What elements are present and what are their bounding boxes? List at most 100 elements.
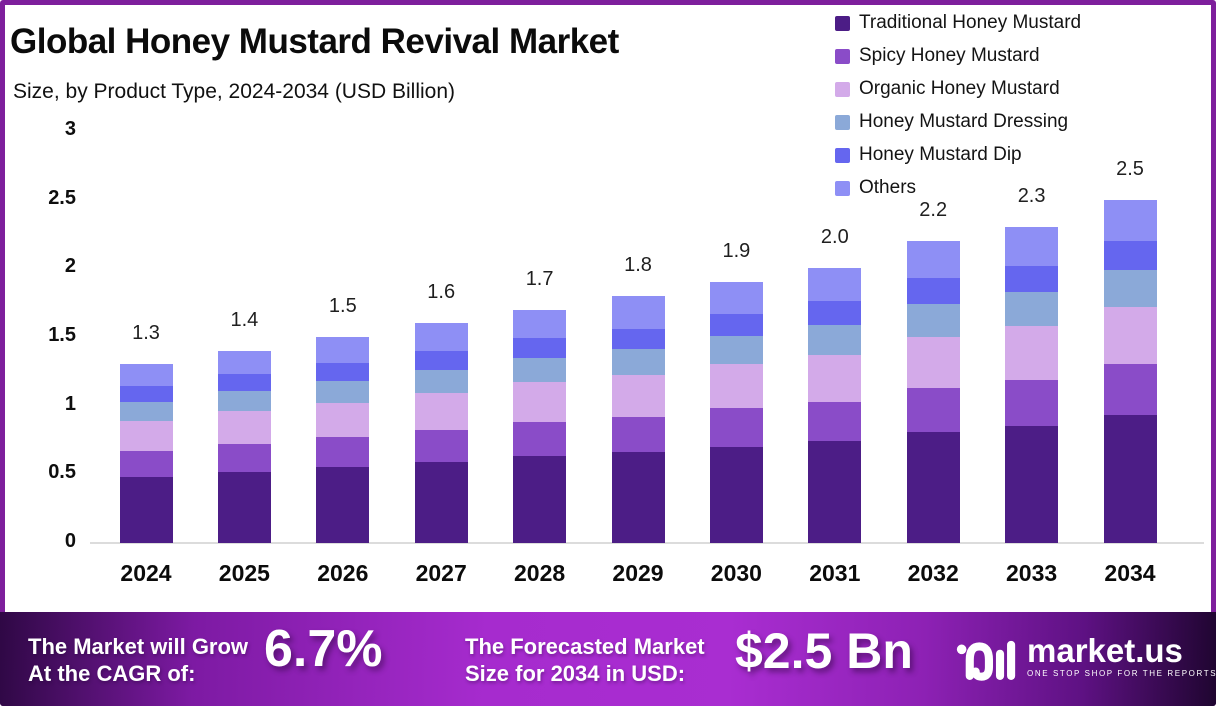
page-title: Global Honey Mustard Revival Market	[10, 22, 619, 61]
bar-segment	[1005, 326, 1059, 380]
x-axis-label: 2024	[120, 560, 172, 586]
x-axis-label: 2027	[415, 560, 467, 586]
bar-segment	[611, 349, 665, 376]
legend-label: Traditional Honey Mustard	[859, 12, 1082, 33]
y-tick-label: 2.5	[48, 186, 76, 209]
cagr-label-line2: At the CAGR of:	[28, 661, 196, 686]
bar-segment	[611, 295, 665, 329]
bar-segment	[1005, 291, 1059, 326]
bar-segment	[906, 387, 960, 432]
x-axis-label: 2031	[809, 560, 861, 586]
bar-segment	[906, 431, 960, 543]
bar-total-label: 2.3	[1017, 185, 1046, 208]
page-subtitle: Size, by Product Type, 2024-2034 (USD Bi…	[13, 80, 456, 103]
bar-segment	[119, 477, 173, 543]
bar-segment	[709, 313, 763, 336]
bar-segment	[316, 467, 370, 543]
bar-segment	[1103, 199, 1157, 241]
bar-segment	[316, 363, 370, 381]
legend-swatch-icon	[835, 48, 850, 64]
y-tick-label: 0	[64, 530, 76, 552]
x-axis-label: 2025	[218, 560, 270, 586]
bar-segment	[709, 408, 763, 447]
bar-segment	[414, 430, 468, 462]
legend-item: Honey Mustard Dressing	[835, 111, 1081, 133]
bar-segment	[217, 471, 271, 543]
bar-segment	[611, 375, 665, 417]
brand-text: market.us ONE STOP SHOP FOR THE REPORTS	[1027, 634, 1216, 678]
bar-segment	[513, 357, 567, 383]
bar-segment	[217, 411, 271, 445]
bar-total-label: 1.6	[427, 281, 456, 304]
y-tick-label: 3	[64, 118, 76, 140]
bar-segment	[513, 422, 567, 457]
bar-segment	[513, 382, 567, 423]
bar-total-label: 1.9	[722, 240, 751, 263]
bar-segment	[1103, 269, 1157, 307]
x-axis-label: 2030	[710, 560, 762, 586]
x-axis-label: 2028	[514, 560, 566, 586]
bar-segment	[119, 450, 173, 478]
y-tick-label: 0.5	[48, 461, 76, 484]
x-axis-label: 2029	[612, 560, 664, 586]
forecast-label-line2: Size for 2034 in USD:	[465, 661, 686, 686]
bar-segment	[1005, 227, 1059, 266]
bar-segment	[1103, 240, 1157, 270]
bar-segment	[316, 437, 370, 468]
cagr-label-line1: The Market will Grow	[28, 634, 249, 659]
bar-segment	[316, 402, 370, 438]
bar-segment	[1005, 426, 1059, 543]
bar-total-label: 2.2	[919, 198, 948, 221]
legend-swatch-icon	[835, 180, 850, 196]
bar-segment	[119, 401, 173, 421]
legend-label: Honey Mustard Dip	[859, 144, 1022, 165]
legend-swatch-icon	[835, 15, 850, 31]
bar-total-label: 1.7	[525, 267, 554, 290]
legend-label: Organic Honey Mustard	[859, 78, 1060, 99]
bar-segment	[414, 369, 468, 394]
legend-item: Others	[835, 177, 1081, 199]
y-tick-label: 2	[64, 255, 76, 278]
cagr-label: The Market will Grow At the CAGR of:	[28, 633, 248, 687]
plot-area: 1.3 2024 1.4 2025 1.5 2026 1.6 2027 1.7 2028 1.8 20…	[119, 157, 1157, 586]
bar-segment	[906, 304, 960, 337]
legend-item: Traditional Honey Mustard	[835, 12, 1081, 34]
x-axis-label: 2026	[317, 560, 369, 586]
forecast-label-line1: The Forecasted Market	[465, 634, 705, 659]
bar-segment	[1103, 415, 1157, 543]
legend-swatch-icon	[835, 81, 850, 97]
bar-segment	[709, 364, 763, 409]
chart-legend: Traditional Honey Mustard Spicy Honey Mus…	[835, 12, 1081, 210]
bar-segment	[414, 393, 468, 431]
bar-total-label: 2.5	[1116, 157, 1144, 180]
bar-segment	[611, 452, 665, 543]
bar-segment	[808, 401, 862, 442]
bar-segment	[906, 240, 960, 278]
bar-segment	[1103, 364, 1157, 416]
bar-total-label: 1.5	[328, 295, 357, 317]
bar-segment	[1103, 306, 1157, 365]
bar-segment	[611, 416, 665, 453]
bar-segment	[906, 337, 960, 388]
y-tick-label: 1	[64, 392, 76, 415]
bar-segment	[808, 301, 862, 325]
bar-total-label: 2.0	[820, 226, 849, 249]
forecast-label: The Forecasted Market Size for 2034 in U…	[465, 633, 705, 687]
bar-segment	[414, 350, 468, 370]
bar-segment	[709, 446, 763, 543]
x-axis-label: 2033	[1006, 560, 1058, 586]
bar-segment	[808, 324, 862, 355]
bar-segment	[906, 277, 960, 305]
bar-segment	[808, 354, 862, 402]
legend-item: Spicy Honey Mustard	[835, 45, 1081, 67]
bar-segment	[316, 337, 370, 364]
legend-item: Organic Honey Mustard	[835, 78, 1081, 100]
bar-segment	[808, 268, 862, 302]
legend-label: Honey Mustard Dressing	[859, 111, 1069, 132]
legend-item: Honey Mustard Dip	[835, 144, 1081, 166]
footer-banner: The Market will Grow At the CAGR of: 6.7…	[0, 612, 1216, 706]
legend-label: Spicy Honey Mustard	[859, 45, 1040, 66]
bar-segment	[1005, 379, 1059, 427]
brand-name: market.us	[1027, 632, 1183, 669]
